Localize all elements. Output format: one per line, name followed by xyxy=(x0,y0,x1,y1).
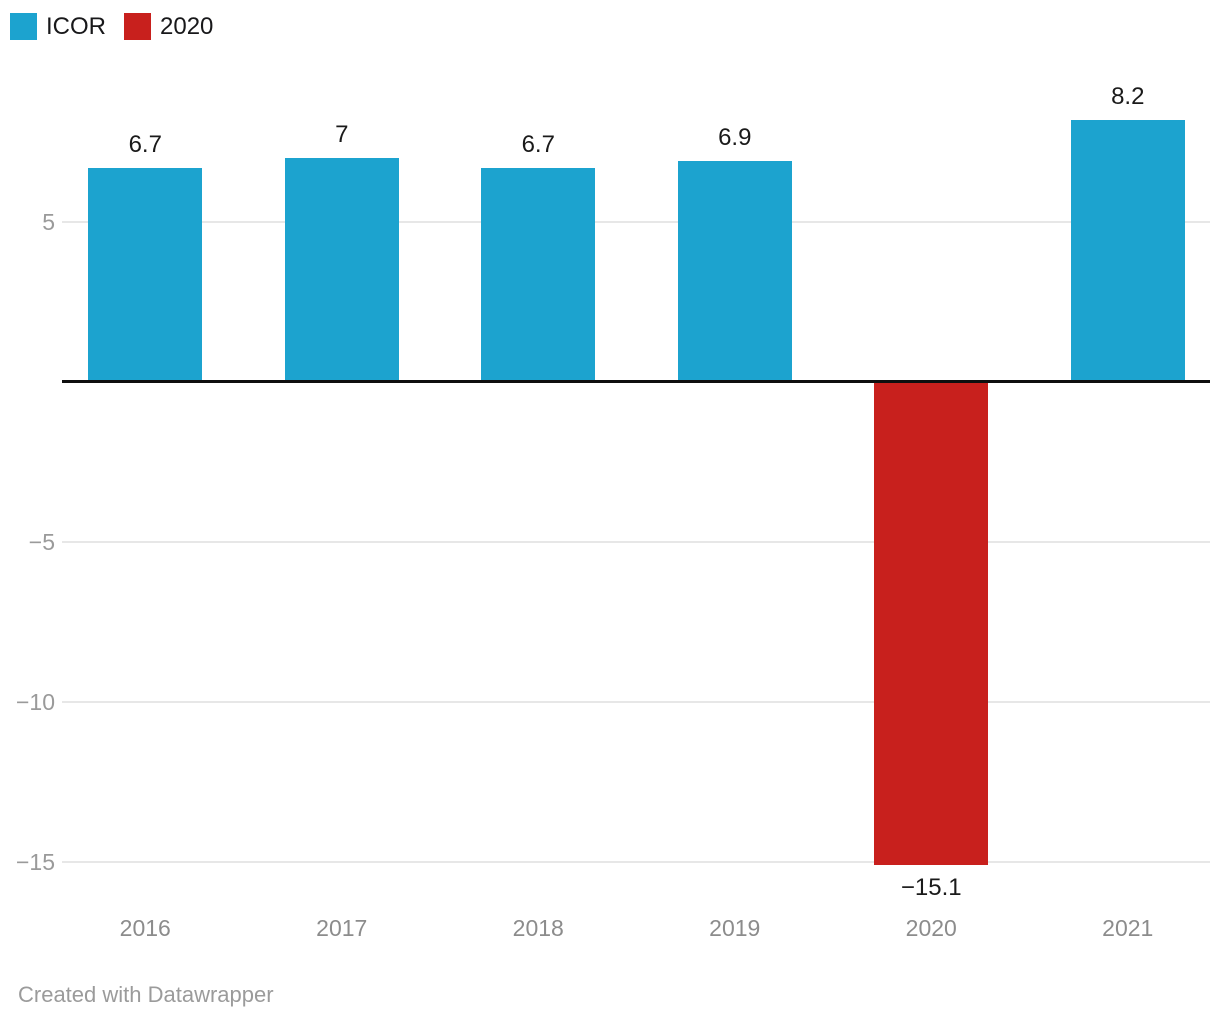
y-tick-label--15: −15 xyxy=(15,849,55,875)
legend-item-2020: 2020 xyxy=(124,13,213,40)
x-tick-label-2017: 2017 xyxy=(316,915,368,941)
zero-baseline xyxy=(62,380,1210,383)
bar-2021[interactable] xyxy=(1070,119,1185,382)
gridline--5 xyxy=(62,541,1210,543)
gridline--15 xyxy=(62,861,1210,863)
x-tick-label-2020: 2020 xyxy=(905,915,957,941)
bar-2019[interactable] xyxy=(677,161,792,382)
x-tick-label-2021: 2021 xyxy=(1102,915,1154,941)
datawrapper-credit-link[interactable]: Created with Datawrapper xyxy=(18,982,274,1007)
x-tick-label-2019: 2019 xyxy=(709,915,761,941)
legend-swatch-icon xyxy=(10,13,37,40)
value-label-2018: 6.7 xyxy=(521,130,555,158)
bar-2016[interactable] xyxy=(88,167,203,382)
legend-item-icor: ICOR xyxy=(10,13,106,40)
legend-label: ICOR xyxy=(46,13,106,40)
legend-label: 2020 xyxy=(160,13,214,40)
value-label-2016: 6.7 xyxy=(128,130,162,158)
x-tick-label-2018: 2018 xyxy=(512,915,564,941)
y-tick-label--5: −5 xyxy=(28,529,55,555)
legend-swatch-icon xyxy=(124,13,151,40)
bar-2018[interactable] xyxy=(481,167,596,382)
y-tick-label-5: 5 xyxy=(42,209,55,235)
bar-2017[interactable] xyxy=(284,158,399,382)
y-tick-label--10: −10 xyxy=(15,689,55,715)
bar-2020[interactable] xyxy=(874,382,989,866)
value-label-2021: 8.2 xyxy=(1111,82,1145,110)
gridline-5 xyxy=(62,221,1210,223)
value-label-2020: −15.1 xyxy=(900,874,962,902)
x-tick-label-2016: 2016 xyxy=(119,915,171,941)
gridline--10 xyxy=(62,701,1210,703)
legend: ICOR 2020 xyxy=(10,13,213,40)
value-label-2017: 7 xyxy=(335,121,349,148)
value-label-2019: 6.9 xyxy=(718,124,752,152)
